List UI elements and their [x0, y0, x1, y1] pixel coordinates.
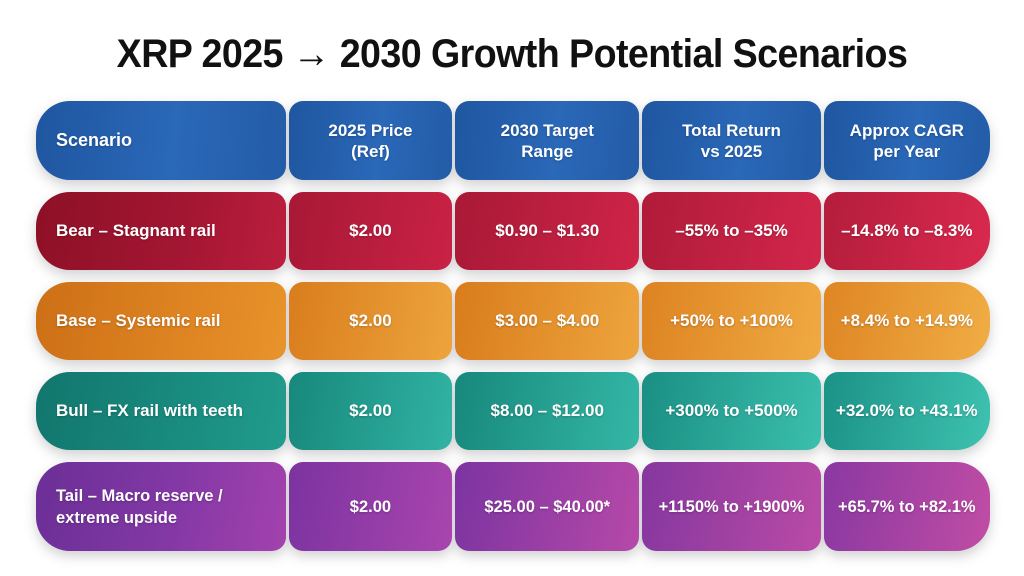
- header-label-target-2030-line2: Range: [521, 141, 574, 161]
- scenario-label-tail-line2: extreme upside: [56, 508, 178, 527]
- table-row: Bull – FX rail with teeth $2.00 $8.00 – …: [36, 372, 990, 450]
- cell-scenario-bear: Bear – Stagnant rail: [36, 192, 286, 270]
- value-price-2025-base: $2.00: [349, 311, 392, 330]
- value-cagr-tail: +65.7% to +82.1%: [838, 497, 976, 516]
- header-label-price-2025-line1: 2025 Price: [328, 120, 413, 140]
- scenario-label-base: Base – Systemic rail: [56, 311, 221, 330]
- cell-price-2025-tail: $2.00: [288, 462, 453, 551]
- cell-cagr-bull: +32.0% to +43.1%: [823, 372, 990, 450]
- header-label-total-return-line2: vs 2025: [700, 141, 763, 161]
- value-target-2030-tail: $25.00 – $40.00*: [484, 497, 611, 516]
- value-cagr-bear: –14.8% to –8.3%: [841, 221, 973, 240]
- value-target-2030-base: $3.00 – $4.00: [495, 311, 600, 330]
- cell-price-2025-bear: $2.00: [288, 192, 453, 270]
- table-header-row: Scenario 2025 Price (Ref) 2030 Target Ra…: [36, 101, 990, 180]
- header-label-cagr: Approx CAGR per Year: [850, 120, 964, 162]
- value-total-return-base: +50% to +100%: [670, 311, 793, 330]
- header-cell-scenario: Scenario: [36, 101, 286, 180]
- cell-scenario-base: Base – Systemic rail: [36, 282, 286, 360]
- header-label-price-2025: 2025 Price (Ref): [328, 120, 412, 162]
- cell-cagr-bear: –14.8% to –8.3%: [823, 192, 990, 270]
- header-label-price-2025-line2: (Ref): [351, 141, 390, 161]
- value-cagr-base: +8.4% to +14.9%: [840, 311, 973, 330]
- cell-target-2030-base: $3.00 – $4.00: [455, 282, 640, 360]
- value-total-return-bear: –55% to –35%: [675, 221, 788, 240]
- header-cell-target-2030: 2030 Target Range: [455, 101, 640, 180]
- header-label-target-2030-line1: 2030 Target: [500, 120, 594, 140]
- header-label-cagr-line1: Approx CAGR: [849, 120, 964, 140]
- cell-cagr-base: +8.4% to +14.9%: [823, 282, 990, 360]
- header-label-cagr-line2: per Year: [873, 141, 941, 161]
- table-row: Bear – Stagnant rail $2.00 $0.90 – $1.30…: [36, 192, 990, 270]
- header-label-total-return: Total Return vs 2025: [682, 120, 781, 162]
- value-target-2030-bull: $8.00 – $12.00: [490, 401, 604, 420]
- cell-target-2030-tail: $25.00 – $40.00*: [455, 462, 640, 551]
- value-price-2025-bull: $2.00: [349, 401, 392, 420]
- scenario-label-bear: Bear – Stagnant rail: [56, 221, 216, 240]
- value-total-return-tail: +1150% to +1900%: [658, 497, 805, 516]
- table-row: Base – Systemic rail $2.00 $3.00 – $4.00…: [36, 282, 990, 360]
- header-cell-cagr: Approx CAGR per Year: [823, 101, 990, 180]
- header-label-target-2030: 2030 Target Range: [501, 120, 594, 162]
- scenario-label-bull: Bull – FX rail with teeth: [56, 401, 244, 420]
- table-row: Tail – Macro reserve / extreme upside $2…: [36, 462, 990, 551]
- cell-total-return-bull: +300% to +500%: [642, 372, 821, 450]
- header-cell-total-return: Total Return vs 2025: [642, 101, 821, 180]
- cell-target-2030-bull: $8.00 – $12.00: [455, 372, 640, 450]
- cell-total-return-tail: +1150% to +1900%: [642, 462, 821, 551]
- header-label-scenario: Scenario: [56, 130, 133, 150]
- cell-target-2030-bear: $0.90 – $1.30: [455, 192, 640, 270]
- scenario-label-tail-line1: Tail – Macro reserve /: [56, 486, 223, 505]
- scenarios-table: Scenario 2025 Price (Ref) 2030 Target Ra…: [36, 101, 990, 563]
- cell-total-return-bear: –55% to –35%: [642, 192, 821, 270]
- page-title: XRP 2025 → 2030 Growth Potential Scenari…: [116, 32, 908, 76]
- cell-cagr-tail: +65.7% to +82.1%: [823, 462, 990, 551]
- cell-scenario-bull: Bull – FX rail with teeth: [36, 372, 286, 450]
- value-cagr-bull: +32.0% to +43.1%: [835, 401, 978, 420]
- value-total-return-bull: +300% to +500%: [665, 401, 798, 420]
- cell-price-2025-bull: $2.00: [288, 372, 453, 450]
- value-target-2030-bear: $0.90 – $1.30: [495, 221, 600, 240]
- value-price-2025-tail: $2.00: [349, 497, 392, 516]
- cell-price-2025-base: $2.00: [288, 282, 453, 360]
- cell-scenario-tail: Tail – Macro reserve / extreme upside: [36, 462, 286, 551]
- header-label-total-return-line1: Total Return: [682, 120, 781, 140]
- value-price-2025-bear: $2.00: [349, 221, 392, 240]
- cell-total-return-base: +50% to +100%: [642, 282, 821, 360]
- header-cell-price-2025: 2025 Price (Ref): [288, 101, 453, 180]
- scenario-label-tail: Tail – Macro reserve / extreme upside: [56, 485, 223, 529]
